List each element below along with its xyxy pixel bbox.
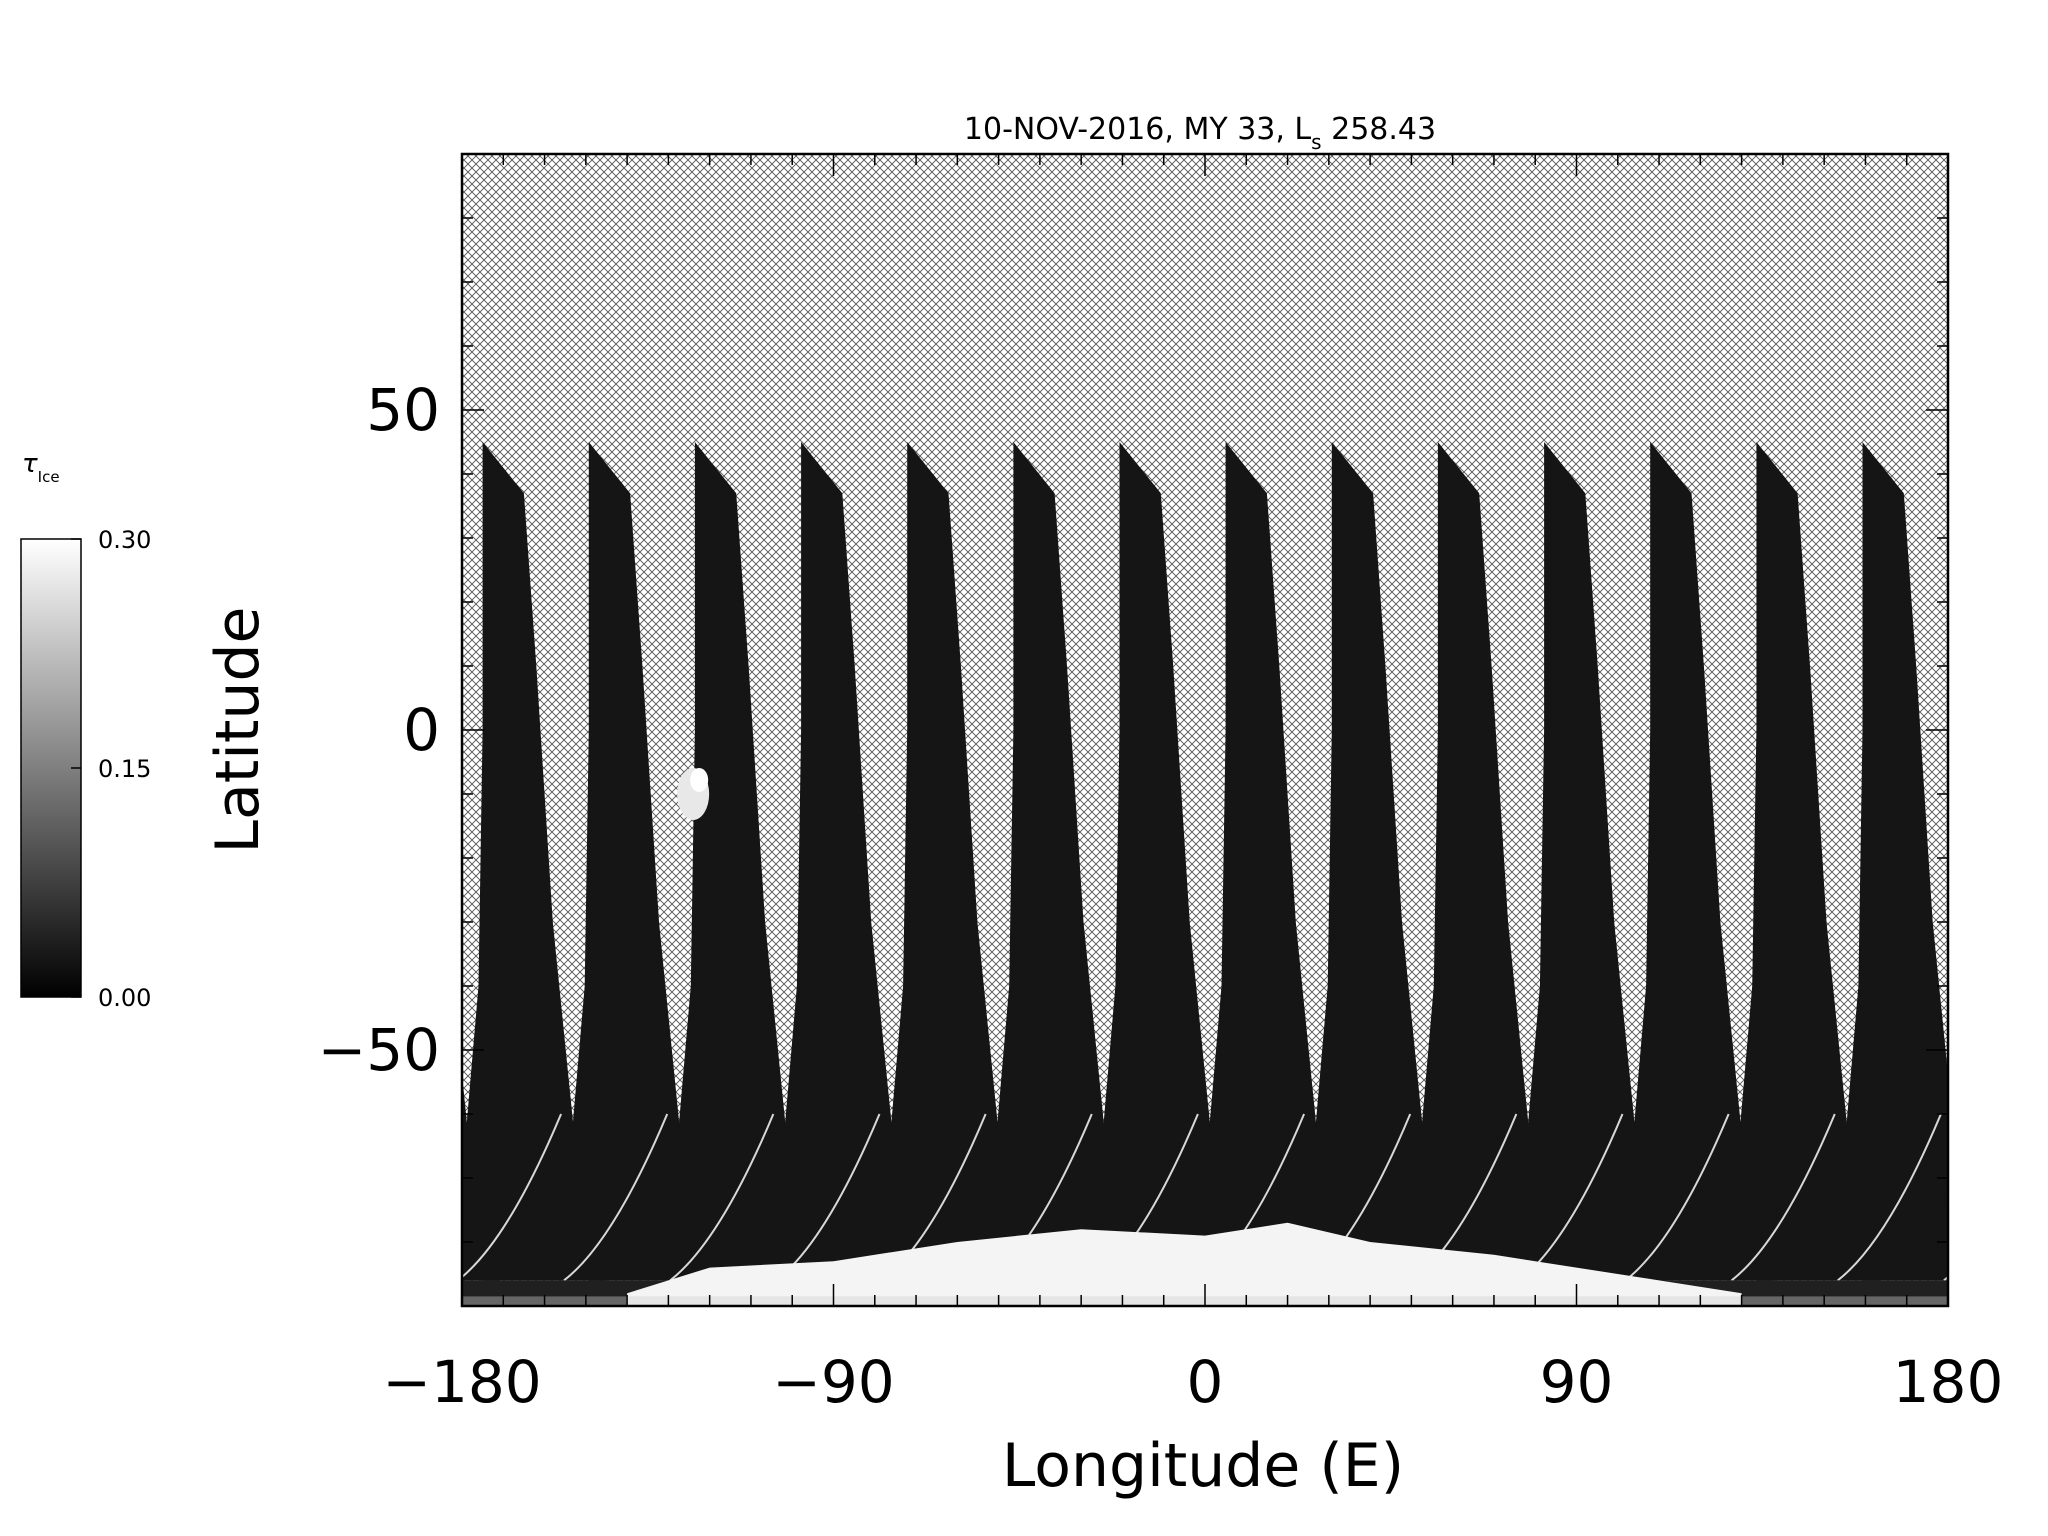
swath-gap — [1620, 960, 1629, 993]
plot-area: −180 −90 0 90 180 −50 0 50 — [318, 152, 2004, 1416]
x-tick-label: −90 — [772, 1348, 894, 1416]
data-swath — [874, 442, 1031, 1281]
swath-gap — [665, 960, 674, 993]
swath-gap — [1726, 960, 1735, 993]
swath-gap — [1939, 960, 1948, 993]
data-swath — [1298, 442, 1456, 1281]
swath-gap — [1302, 960, 1311, 993]
chart-title: 10-NOV-2016, MY 33, Ls 258.43 — [964, 112, 1436, 154]
x-tick-label: 0 — [1187, 1348, 1224, 1416]
data-swath — [1086, 442, 1244, 1281]
data-swath — [1723, 442, 1881, 1281]
colorbar-ticks: 0.00 0.15 0.30 — [71, 526, 151, 1012]
swath-edge — [669, 1113, 775, 1282]
colorbar-tick-label: 0.15 — [98, 755, 151, 783]
colorbar-tick-label: 0.00 — [98, 984, 151, 1012]
swath-edge — [1624, 1113, 1730, 1282]
data-swath — [980, 442, 1138, 1281]
y-tick-label: −50 — [318, 1016, 440, 1084]
swath-gap — [1089, 960, 1098, 993]
swath-edge — [563, 1113, 669, 1282]
swath-gap — [983, 960, 992, 993]
polar-cap-bright — [627, 1222, 1742, 1306]
y-tick-label: 0 — [403, 696, 440, 764]
x-tick-label: −180 — [382, 1348, 541, 1416]
data-swath — [1404, 442, 1562, 1281]
data-swath — [1617, 442, 1774, 1281]
swath-gap — [771, 960, 780, 993]
colorbar: τIce 0.00 0.15 0.30 — [20, 449, 151, 1012]
swath-gap — [453, 960, 461, 992]
bright-cloud-core — [690, 768, 709, 792]
data-swath — [1511, 442, 1668, 1281]
swath-edge — [1730, 1113, 1836, 1282]
colorbar-label: τIce — [22, 449, 60, 486]
x-axis-label: Longitude (E) — [1002, 1431, 1404, 1501]
swath-gap — [559, 960, 568, 993]
swaths-layer — [352, 442, 1948, 1282]
y-tick-label: 50 — [366, 376, 440, 444]
y-axis-label: Latitude — [203, 607, 273, 854]
swath-edge — [1943, 1275, 1948, 1282]
x-tick-label: 90 — [1540, 1348, 1614, 1416]
data-swath — [555, 442, 713, 1281]
x-tick-label: 180 — [1893, 1348, 2004, 1416]
swath-gap — [1832, 960, 1841, 993]
data-swath — [1829, 442, 1948, 1281]
swath-gap — [1408, 960, 1417, 993]
data-swath — [1935, 1178, 1948, 1273]
axis-ticks: −180 −90 0 90 180 −50 0 50 — [318, 153, 2004, 1416]
swath-gap — [1514, 960, 1523, 993]
swath-edge — [1837, 1113, 1942, 1282]
data-swath — [661, 442, 819, 1281]
swath-edge — [462, 1113, 562, 1279]
data-swath — [462, 442, 607, 1281]
data-swath — [768, 442, 925, 1281]
colorbar-tick-label: 0.30 — [98, 526, 151, 554]
swath-gap — [1196, 960, 1205, 993]
swath-edge — [352, 1114, 455, 1280]
swath-gap — [877, 960, 886, 993]
data-swath — [1192, 442, 1350, 1281]
